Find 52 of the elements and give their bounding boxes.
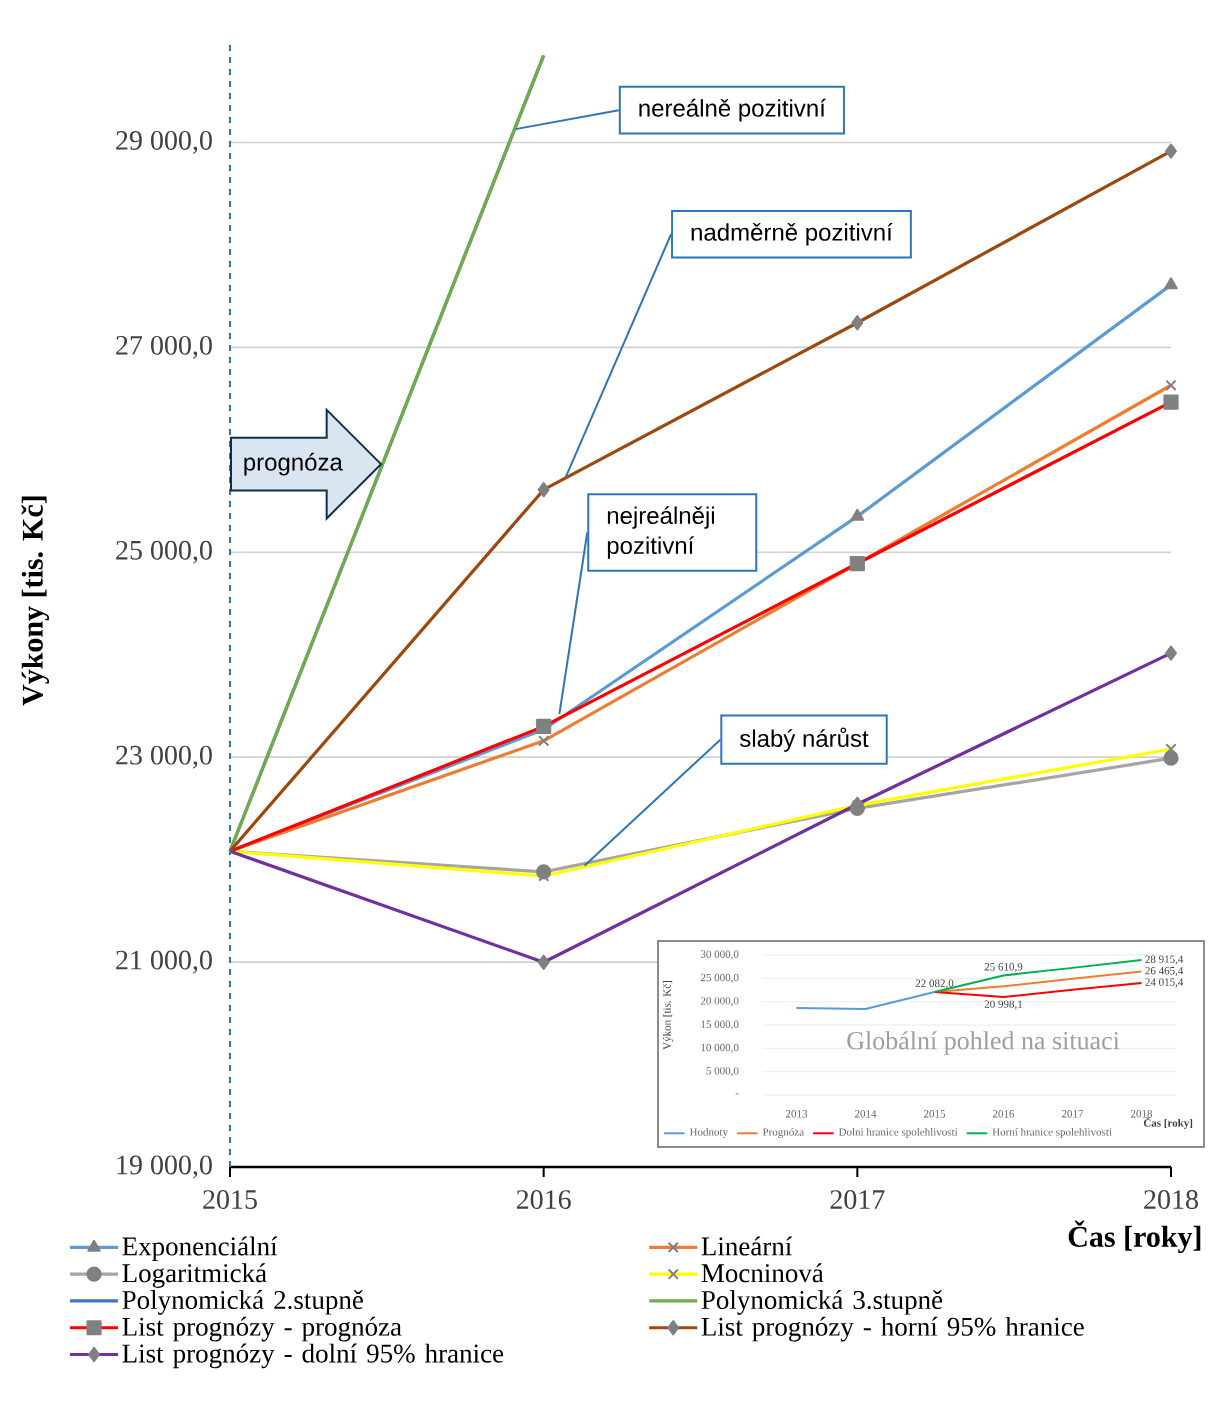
y-tick-label: 19 000,0: [117, 1155, 212, 1179]
data-label: 26 465,4: [1145, 967, 1184, 976]
legend-label: Logaritmická: [122, 1263, 267, 1288]
y-tick-label: 25 000,0: [700, 973, 739, 983]
x-tick-label: 2017: [1061, 1110, 1084, 1118]
x-tick-label: 2015: [203, 1190, 257, 1209]
annotation: nejreálněji pozitivní: [607, 506, 715, 559]
y-tick-label: 21 000,0: [116, 950, 212, 974]
text: Globální pohled na situaci: [847, 1031, 1120, 1055]
legend-label: List prognózy - horní 95% hranice: [701, 1316, 1084, 1342]
x-tick-label: 2018: [1144, 1190, 1198, 1209]
x-tick-label: 2013: [785, 1110, 808, 1118]
legend-label: Lineární: [701, 1236, 793, 1256]
data-label: 22 082,0: [915, 979, 954, 989]
legend-label: Dolni hranice spolehlivosti: [838, 1127, 958, 1138]
y-tick-label: 27 000,0: [116, 335, 212, 359]
legend-label: Prognóza: [762, 1127, 804, 1138]
y-tick-label: 25 000,0: [116, 540, 212, 564]
x-tick-label: 2018: [1130, 1110, 1153, 1118]
x-tick-label: 2016: [516, 1190, 571, 1209]
x-tick-label: 2017: [830, 1190, 885, 1209]
y-tick-label: 15 000,0: [701, 1020, 739, 1030]
legend-label: List prognózy - dolní 95% hranice: [122, 1343, 504, 1369]
data-label: 25 610,9: [984, 963, 1023, 973]
legend-label: Hodnoty: [689, 1127, 728, 1138]
legend-label: Polynomická 2.stupně: [122, 1290, 363, 1315]
annotation: nereálně pozitivní: [639, 98, 826, 122]
x-tick-label: 2015: [923, 1110, 946, 1118]
y-axis-title: Výkony [tis. Kč]: [21, 496, 50, 706]
y-axis-title: Výkon [tis. Kč]: [663, 981, 674, 1050]
legend-label: Polynomická 3.stupně: [701, 1290, 943, 1315]
y-tick-label: 23 000,0: [116, 745, 212, 769]
annotation: slabý nárůst: [739, 727, 869, 752]
data-label: 20 998,1: [984, 1000, 1023, 1010]
legend-label: List prognózy - prognóza: [122, 1316, 402, 1342]
y-tick-label: 29 000,0: [116, 130, 212, 154]
x-axis-title: Čas [roky]: [1068, 1220, 1201, 1254]
data-label: 28 915,4: [1145, 955, 1184, 965]
data-label: 24 015,4: [1145, 978, 1184, 988]
annotation: prognóza: [244, 452, 343, 476]
x-tick-label: 2014: [854, 1110, 877, 1118]
y-tick-label: 10 000,0: [701, 1043, 739, 1053]
y-tick-label: 5 000,0: [706, 1067, 739, 1077]
y-tick-label: 20 000,0: [700, 997, 739, 1007]
y-tick-label: 30 000,0: [700, 950, 739, 960]
annotation: nadměrně pozitivní: [691, 222, 893, 246]
legend-label: Horní hranice spolehlivosti: [992, 1127, 1112, 1138]
legend-label: Mocninová: [701, 1263, 824, 1283]
x-axis-title: Čas [roky]: [1143, 1117, 1193, 1129]
legend-label: Exponenciální: [122, 1236, 278, 1262]
x-tick-label: 2016: [992, 1110, 1015, 1118]
y-tick-label: -: [735, 1093, 739, 1095]
